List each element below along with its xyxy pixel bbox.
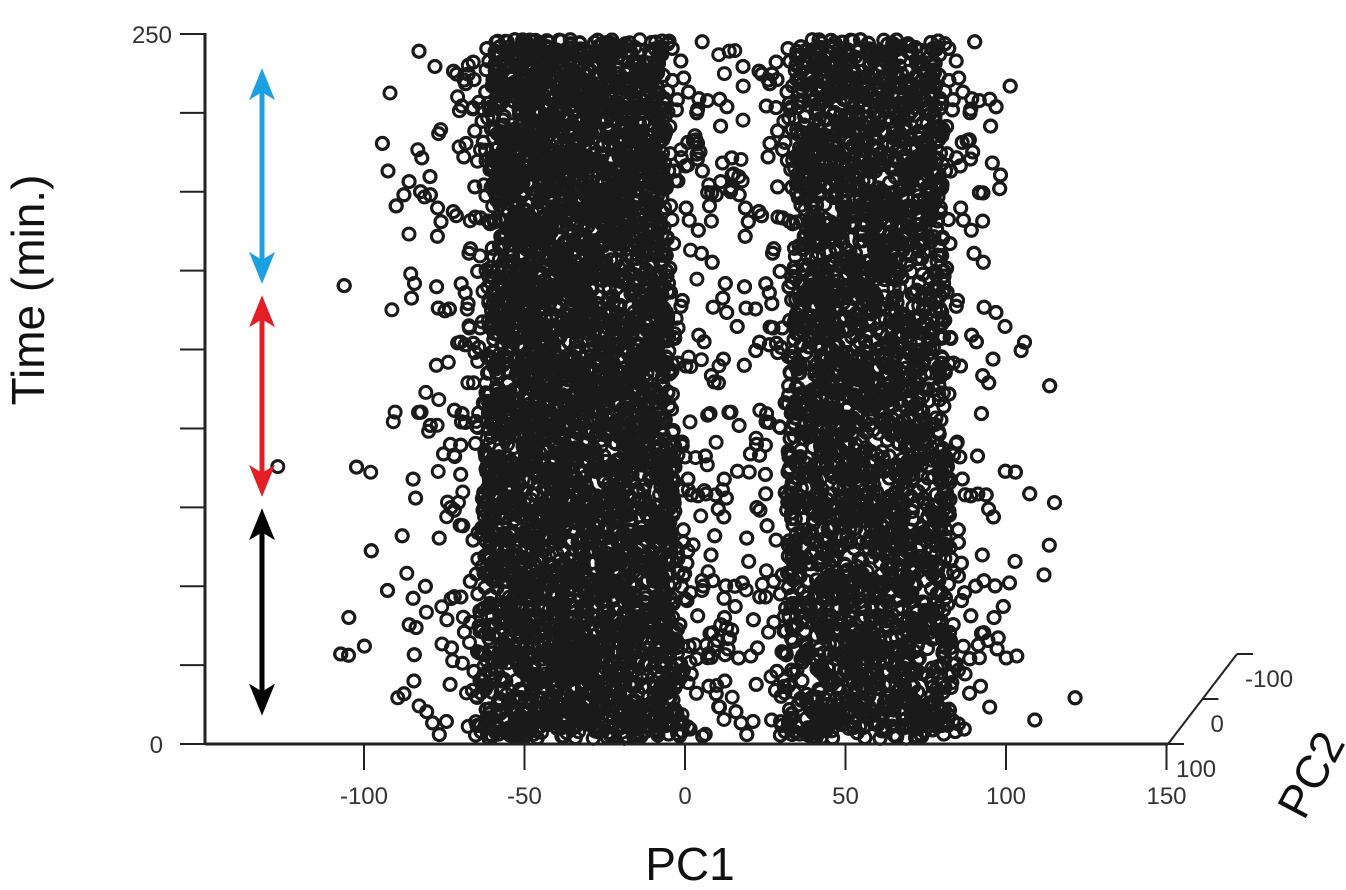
data-point — [733, 152, 749, 167]
data-point — [418, 384, 434, 400]
data-point — [434, 599, 450, 615]
data-point — [387, 404, 403, 420]
data-point — [689, 271, 705, 287]
data-point — [697, 726, 713, 742]
data-point — [693, 352, 709, 368]
data-point — [693, 508, 709, 524]
data-point — [455, 484, 471, 500]
data-point — [460, 375, 476, 391]
data-point — [399, 565, 415, 581]
data-point — [385, 414, 401, 430]
data-point — [454, 655, 470, 671]
data-point — [716, 66, 732, 82]
data-point — [401, 226, 417, 242]
data-point — [716, 712, 732, 727]
data-point — [748, 430, 764, 446]
data-point — [430, 464, 446, 479]
data-point — [699, 457, 715, 473]
data-point — [727, 43, 743, 59]
data-point — [680, 675, 696, 691]
data-point — [758, 563, 774, 579]
data-point — [363, 464, 379, 480]
data-point — [735, 112, 751, 128]
data-point — [418, 604, 434, 620]
data-point — [724, 689, 740, 705]
data-point — [270, 459, 286, 475]
data-point — [682, 414, 698, 430]
data-point — [431, 126, 447, 142]
data-point — [384, 302, 400, 318]
data-point — [466, 375, 481, 391]
data-point — [708, 434, 724, 450]
data-points — [270, 32, 1083, 746]
data-point — [450, 335, 466, 351]
data-point — [431, 392, 447, 408]
data-point — [382, 85, 398, 101]
data-point — [440, 354, 456, 370]
data-point — [459, 301, 475, 317]
